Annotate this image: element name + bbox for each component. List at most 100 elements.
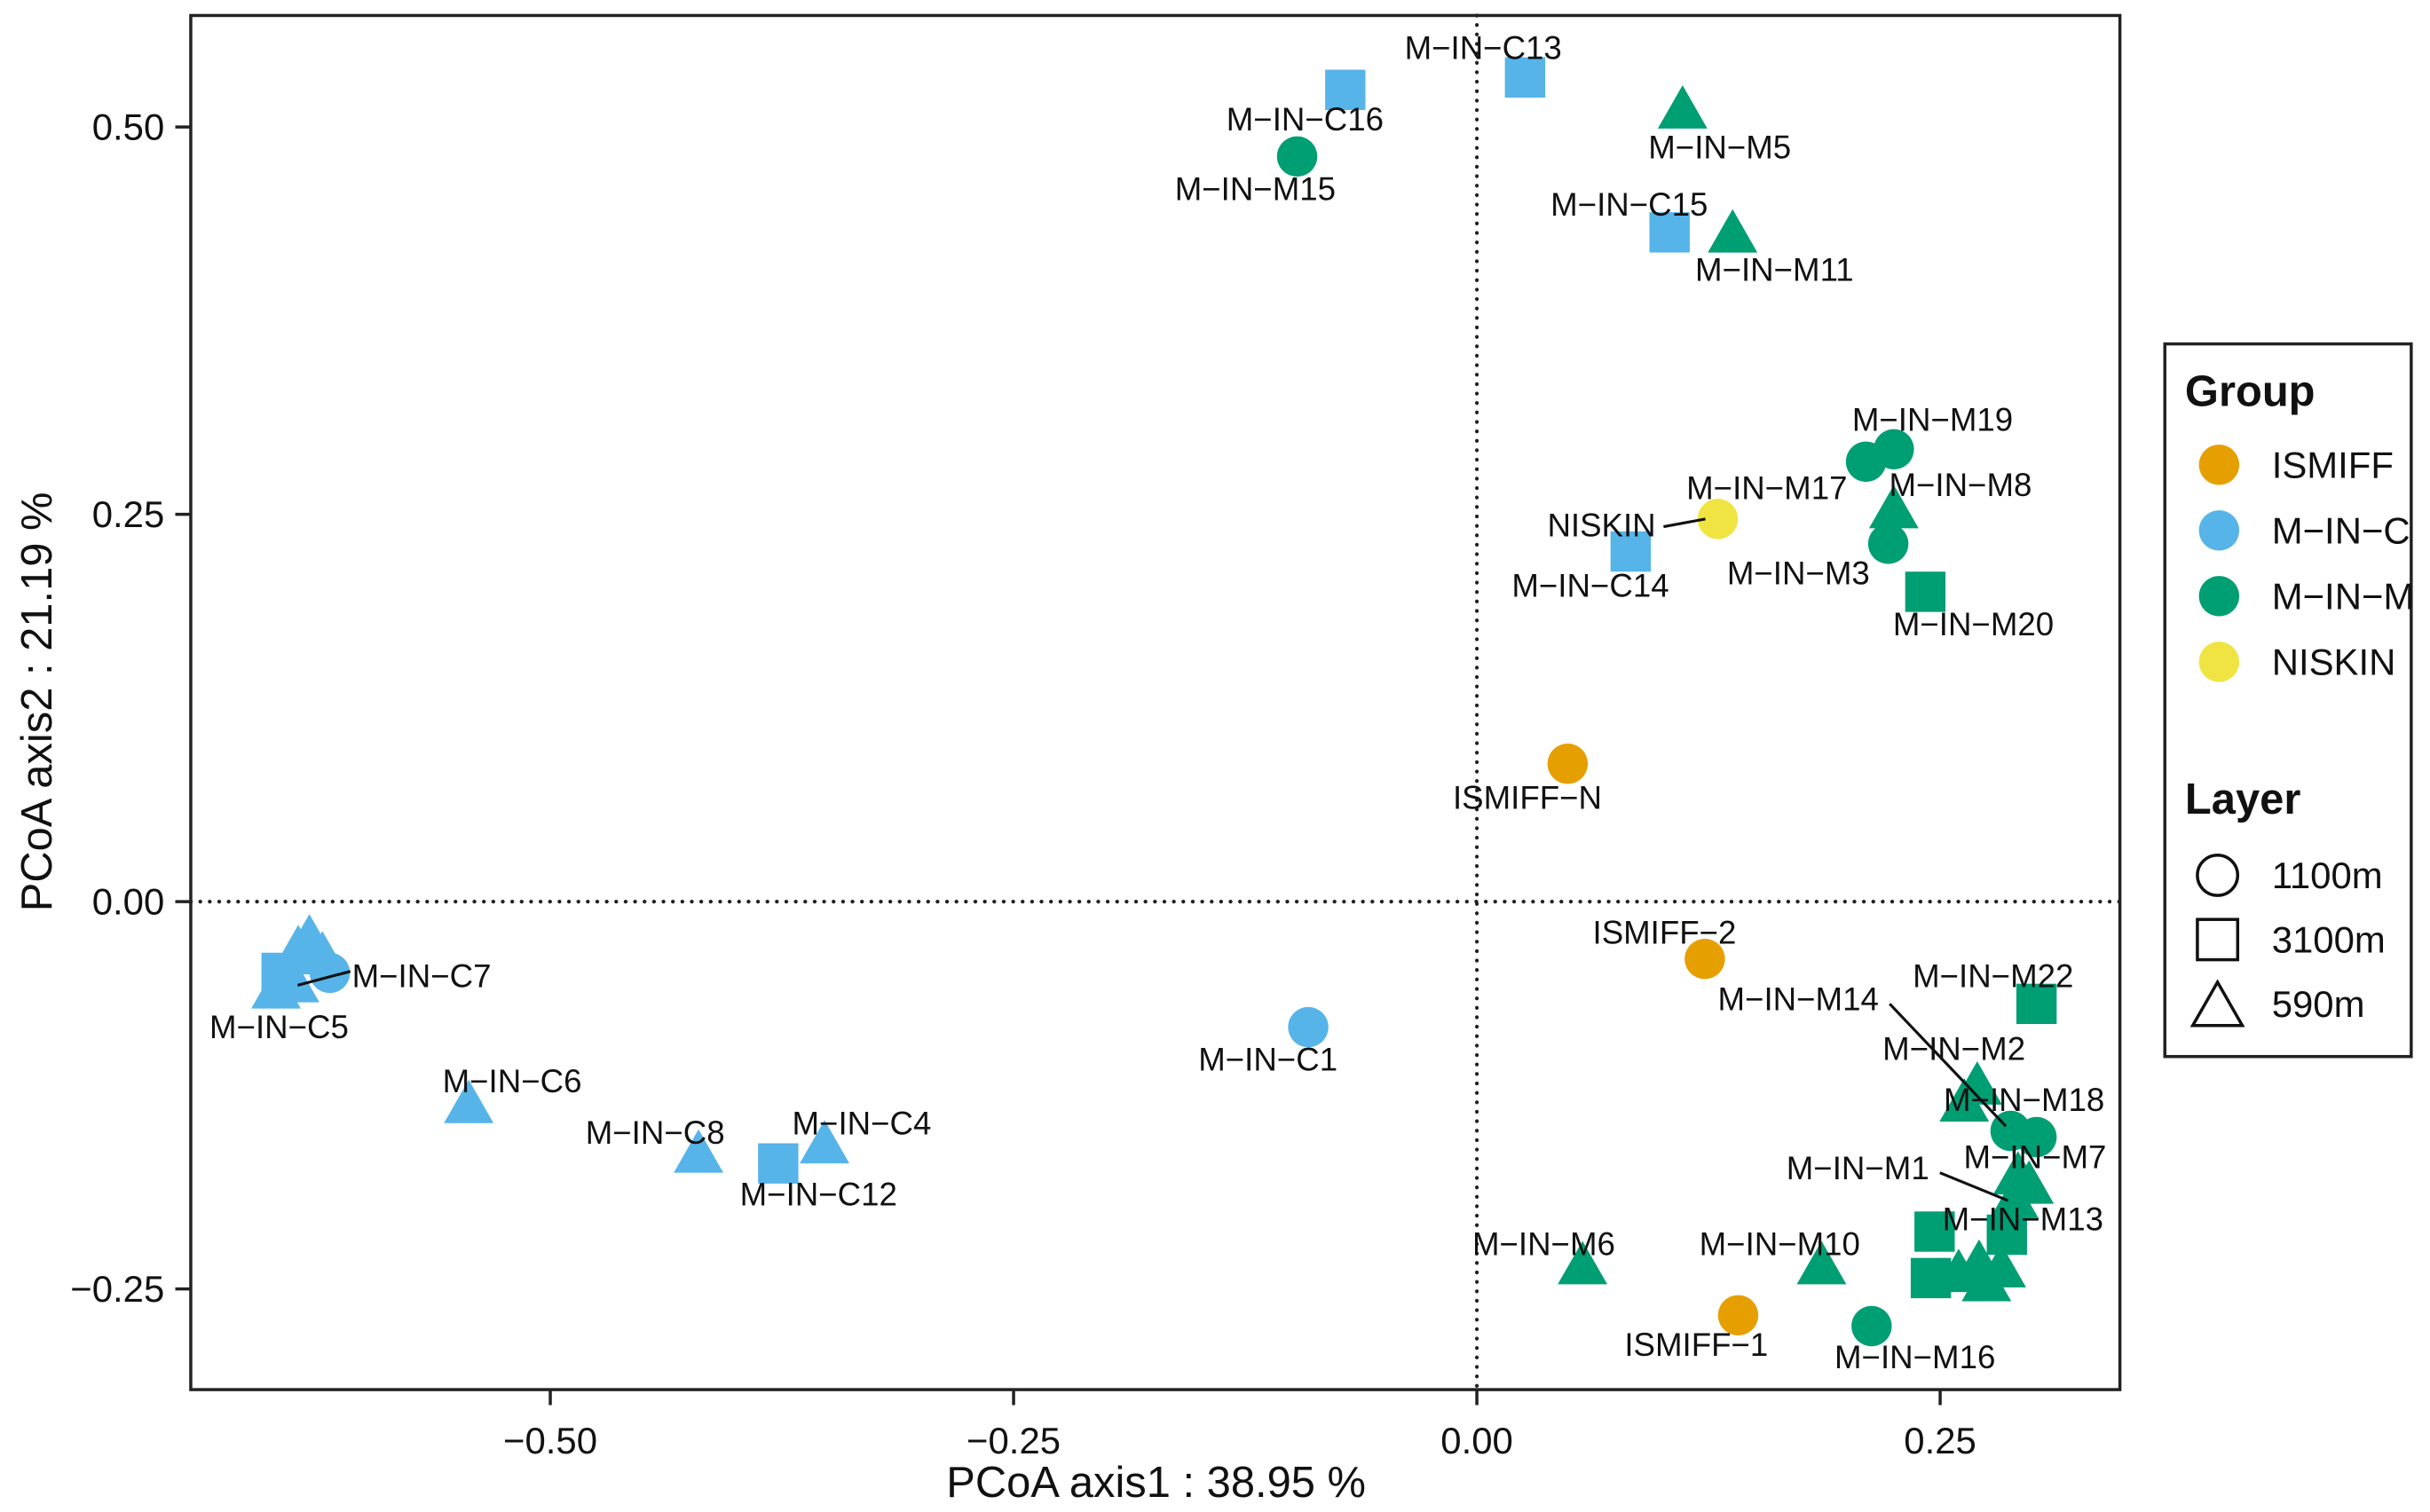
point-label-m-in-c4: M−IN−C4: [793, 1105, 932, 1141]
point-label-m-in-m14: M−IN−M14: [1718, 981, 1879, 1018]
y-tick-label-1: 0.00: [92, 881, 165, 923]
point-label-m-in-c14: M−IN−C14: [1511, 567, 1669, 603]
point-unlabeled-0: [1939, 1078, 1990, 1122]
point-m-in-m11: [1708, 209, 1758, 253]
leader-line-m-in-c7: [296, 970, 351, 987]
point-m-in-c6: [444, 1079, 494, 1123]
legend-group-items: ISMIFF M−IN−C M−IN−M NISKIN: [2198, 444, 2415, 682]
point-m-in-m18: [2016, 1116, 2057, 1158]
point-label-niskin: NISKIN: [1547, 507, 1655, 543]
x-axis-title: PCoA axis1 : 38.95 %: [946, 1459, 1366, 1507]
point-label-m-in-c5: M−IN−C5: [209, 1009, 349, 1045]
leader-line-m-in-m1: [1939, 1171, 2009, 1202]
point-ismiff-n: [1547, 744, 1589, 784]
plot-border: [189, 13, 2122, 1391]
legend-layer-triangle-icon: [2189, 979, 2245, 1028]
legend-group-label-ismiff: ISMIFF: [2272, 444, 2394, 485]
point-m-in-m8: [1868, 484, 1919, 529]
reference-lines: [188, 13, 2122, 1392]
point-m-in-m1: [1989, 1176, 2039, 1220]
point-label-m-in-m17: M−IN−M17: [1686, 469, 1847, 506]
point-label-ismiff-2: ISMIFF−2: [1593, 915, 1737, 951]
point-m-in-c15: [1649, 212, 1690, 253]
point-label-m-in-m19: M−IN−M19: [1852, 402, 2013, 438]
legend-layer-square-icon: [2196, 917, 2240, 962]
point-label-m-in-c16: M−IN−C16: [1227, 101, 1384, 138]
point-label-m-in-m10: M−IN−M10: [1700, 1225, 1860, 1262]
point-m-in-m20: [1905, 571, 1946, 612]
point-m-in-m22: [2016, 983, 2057, 1025]
y-tick-label-0: −0.25: [70, 1268, 164, 1310]
x-tick-label-3: 0.25: [1904, 1420, 1976, 1461]
point-m-in-c4: [800, 1120, 850, 1164]
leader-line-m-in-m14: [1889, 1003, 2008, 1128]
point-m-in-m5: [1657, 85, 1708, 129]
point-m-in-c16: [1325, 69, 1366, 110]
point-niskin: [1697, 499, 1739, 539]
point-m-in-c8: [674, 1129, 724, 1173]
legend-group-swatch-m-in-m: [2198, 576, 2240, 617]
point-label-m-in-c6: M−IN−C6: [443, 1063, 582, 1099]
y-tick-label-3: 0.50: [92, 106, 165, 148]
point-label-m-in-m6: M−IN−M6: [1472, 1225, 1615, 1262]
y-axis-title: PCoA axis2 : 21.19 %: [13, 492, 61, 912]
point-label-m-in-m22: M−IN−M22: [1913, 957, 2073, 994]
point-ismiff-1: [1717, 1295, 1759, 1335]
legend-group-item-ismiff: ISMIFF: [2198, 444, 2394, 485]
point-ismiff-2: [1684, 939, 1725, 980]
data-points: [251, 57, 2057, 1347]
legend-group-item-niskin: NISKIN: [2198, 641, 2395, 682]
point-label-m-in-m7: M−IN−M7: [1964, 1139, 2107, 1176]
point-label-ismiff-n: ISMIFF−N: [1453, 780, 1602, 816]
x-tick-label-2: 0.00: [1440, 1420, 1513, 1461]
legend-group-item-m-in-c: M−IN−C: [2198, 509, 2410, 551]
leader-line-niskin: [1663, 517, 1706, 529]
point-labels: M−IN−C13 M−IN−C16 M−IN−M15 M−IN−M5 M−IN−C15 M…: [209, 30, 2106, 1375]
point-m-in-m6: [1558, 1240, 1608, 1285]
point-m-in-c5: [251, 965, 301, 1009]
point-label-m-in-c13: M−IN−C13: [1405, 30, 1562, 67]
point-m-in-m16: [1851, 1305, 1892, 1347]
point-m-in-m17: [1845, 441, 1887, 482]
legend-group-swatch-ismiff: [2198, 445, 2240, 485]
legend-layer-circle-icon: [2196, 853, 2240, 897]
point-label-m-in-c1: M−IN−C1: [1198, 1042, 1337, 1078]
point-label-ismiff-1: ISMIFF−1: [1624, 1327, 1768, 1363]
y-axis: −0.25 0.00 0.25 0.50: [70, 106, 191, 1310]
x-tick-label-0: −0.50: [503, 1420, 597, 1461]
point-m-in-c1: [1288, 1006, 1329, 1048]
point-m-in-c14: [1610, 531, 1652, 572]
legend-group-swatch-niskin: [2198, 642, 2240, 682]
point-label-m-in-m3: M−IN−M3: [1727, 555, 1870, 591]
point-label-m-in-c7: M−IN−C7: [352, 957, 492, 994]
point-label-m-in-c12: M−IN−C12: [740, 1177, 897, 1213]
y-tick-label-2: 0.25: [92, 493, 165, 535]
point-label-m-in-m20: M−IN−M20: [1893, 606, 2054, 642]
point-label-m-in-m13: M−IN−M13: [1943, 1201, 2103, 1238]
legend-layer-label-1100m: 1100m: [2272, 854, 2383, 896]
legend: Group ISMIFF M−IN−C M−IN−M NISKIN Layer 110…: [2163, 342, 2415, 1059]
point-m-in-c12: [758, 1143, 799, 1184]
legend-layer-item-590m: 590m: [2189, 979, 2365, 1028]
point-label-m-in-m18: M−IN−M18: [1944, 1082, 2104, 1118]
point-m-in-m10: [1796, 1240, 1847, 1285]
legend-group-label-m-in-c: M−IN−C: [2272, 509, 2410, 551]
legend-layer-items: 1100m 3100m 590m: [2189, 853, 2386, 1028]
point-unlabeled-7: [1934, 1248, 1984, 1293]
legend-group-item-m-in-m: M−IN−M: [2198, 575, 2415, 617]
legend-group-title: Group: [2185, 368, 2316, 416]
point-label-m-in-m11: M−IN−M11: [1695, 251, 1854, 287]
point-label-m-in-m15: M−IN−M15: [1175, 171, 1336, 208]
legend-layer-item-1100m: 1100m: [2196, 853, 2383, 897]
point-m-in-c13: [1504, 57, 1546, 98]
legend-layer-label-590m: 590m: [2272, 983, 2365, 1025]
point-label-m-in-m5: M−IN−M5: [1648, 129, 1791, 165]
point-m-in-m15: [1276, 136, 1318, 177]
point-unlabeled-2: [1986, 1214, 2027, 1256]
legend-group-label-m-in-m: M−IN−M: [2272, 575, 2415, 617]
legend-layer-item-3100m: 3100m: [2196, 917, 2386, 962]
point-label-m-in-m8: M−IN−M8: [1889, 467, 2032, 503]
point-unlabeled-12: [297, 931, 348, 975]
